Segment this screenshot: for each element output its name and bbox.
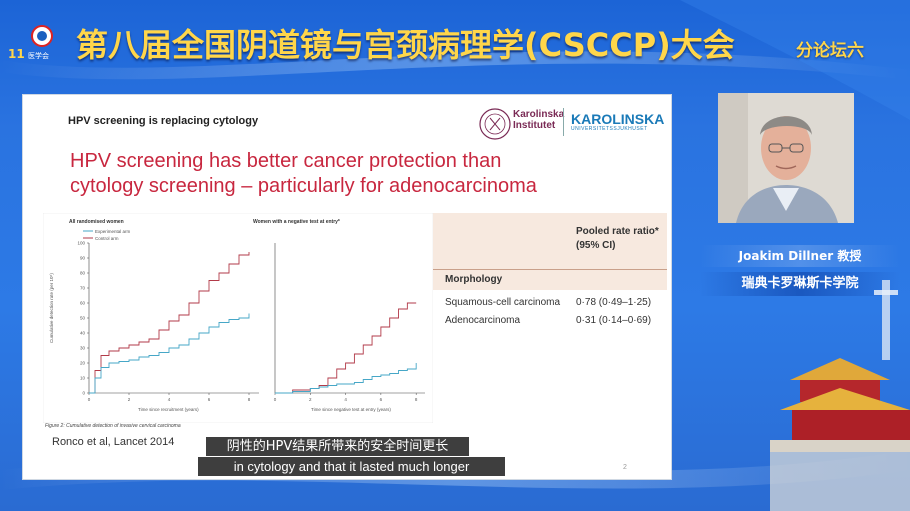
ki-name-line1: Karolinska: [513, 109, 565, 120]
right-panel: 0 2 4 6 8: [274, 243, 425, 402]
logo-divider: [563, 108, 564, 136]
y-tick-label: 30: [80, 346, 86, 351]
table-section-morphology: Morphology: [445, 274, 503, 285]
slide-title-line2: cytology screening – particularly for ad…: [70, 175, 537, 197]
speaker-institution-bar: [700, 272, 900, 296]
left-panel-title: All randomised women: [69, 219, 124, 225]
left-panel: 0 10 20 30 40 50 60 70 80 90 100 0 2 4 6 8: [77, 241, 259, 402]
palace-decoration-icon: [770, 280, 910, 511]
karolinska-seal-icon: [479, 108, 511, 140]
subtitle-english: in cytology and that it lasted much long…: [198, 457, 505, 476]
table-header-ratio: Pooled rate ratio* (95% CI): [576, 225, 676, 253]
karolinska-hospital-name: KAROLINSKA: [571, 111, 665, 127]
table-row-value: 0·31 (0·14–0·69): [576, 315, 652, 326]
speaker-name-bar: [700, 245, 900, 267]
cumulative-detection-figure: All randomised women Women with a negati…: [42, 212, 434, 433]
conference-logo: 11 医学会: [6, 22, 66, 64]
logo-label: 医学会: [28, 51, 49, 60]
y-tick-label: 10: [80, 376, 86, 381]
y-tick-label: 40: [80, 331, 86, 336]
y-tick-label: 100: [77, 241, 85, 246]
right-x-label: Time since negative test at entry (years…: [311, 407, 391, 412]
y-tick-label: 90: [80, 256, 86, 261]
y-tick-label: 0: [82, 391, 85, 396]
table-rule: [433, 269, 667, 270]
x-tick-label: 4: [168, 397, 171, 402]
legend-experimental: Experimental arm: [95, 229, 131, 234]
x-tick-label: 8: [415, 397, 418, 402]
y-tick-label: 50: [80, 316, 86, 321]
logo-emblem-icon: 11 医学会: [8, 25, 53, 61]
figure-svg: All randomised women Women with a negati…: [42, 212, 434, 424]
slide-title: HPV screening has better cancer protecti…: [70, 149, 650, 199]
x-tick-label: 6: [380, 397, 383, 402]
karolinska-hospital-sub: UNIVERSITETSSJUKHUSET: [571, 126, 648, 132]
y-tick-label: 70: [80, 286, 86, 291]
experimental-arm-line: [275, 363, 417, 394]
slide-page-number: 2: [623, 464, 627, 471]
y-axis-label: Cumulative detection rate (per 10⁵): [49, 273, 54, 343]
logo-number: 11: [8, 47, 25, 61]
x-tick-label: 0: [274, 397, 277, 402]
speaker-institution: 瑞典卡罗琳斯卡学院: [741, 276, 859, 291]
y-tick-label: 20: [80, 361, 86, 366]
table-row-label: Adenocarcinoma: [445, 315, 521, 326]
x-tick-label: 4: [344, 397, 347, 402]
speaker-portrait-icon: [718, 93, 854, 223]
x-tick-label: 0: [88, 397, 91, 402]
figure-caption: Figure 2: Cumulative detection of invasi…: [45, 423, 181, 429]
speaker-video-feed: [718, 93, 854, 223]
table-row-value: 0·78 (0·49–1·25): [576, 297, 652, 308]
control-arm-line: [89, 252, 250, 394]
rate-ratio-table: Pooled rate ratio* (95% CI) Morphology S…: [433, 213, 667, 333]
conference-title: 第八届全国阴道镜与宫颈病理学(CSCCP)大会: [76, 26, 735, 64]
x-tick-label: 2: [128, 397, 131, 402]
right-panel-title: Women with a negative test at entry*: [253, 219, 340, 225]
table-section-bar: [433, 270, 667, 290]
experimental-arm-line: [89, 313, 250, 394]
ki-name-line2: Institutet: [513, 120, 556, 131]
table-header-ratio-line1: Pooled rate ratio*: [576, 226, 659, 237]
speaker-name: Joakim Dillner 教授: [738, 249, 862, 263]
table-header: [433, 213, 667, 269]
legend-control: Control arm: [95, 236, 119, 241]
presentation-slide: HPV screening is replacing cytology Karo…: [22, 94, 672, 480]
subtitle-chinese: 阴性的HPV结果所带来的安全时间更长: [206, 437, 469, 456]
citation: Ronco et al, Lancet 2014: [52, 436, 175, 448]
table-row-label: Squamous-cell carcinoma: [445, 297, 561, 308]
table-header-ratio-line2: (95% CI): [576, 240, 616, 251]
slide-header: HPV screening is replacing cytology: [68, 115, 259, 127]
y-tick-label: 60: [80, 301, 86, 306]
x-tick-label: 6: [208, 397, 211, 402]
forum-tag: 分论坛六: [796, 41, 864, 61]
left-x-label: Time since recruitment (years): [138, 407, 199, 412]
y-tick-label: 80: [80, 271, 86, 276]
x-tick-label: 2: [309, 397, 312, 402]
slide-title-line1: HPV screening has better cancer protecti…: [70, 150, 502, 172]
x-tick-label: 8: [248, 397, 251, 402]
